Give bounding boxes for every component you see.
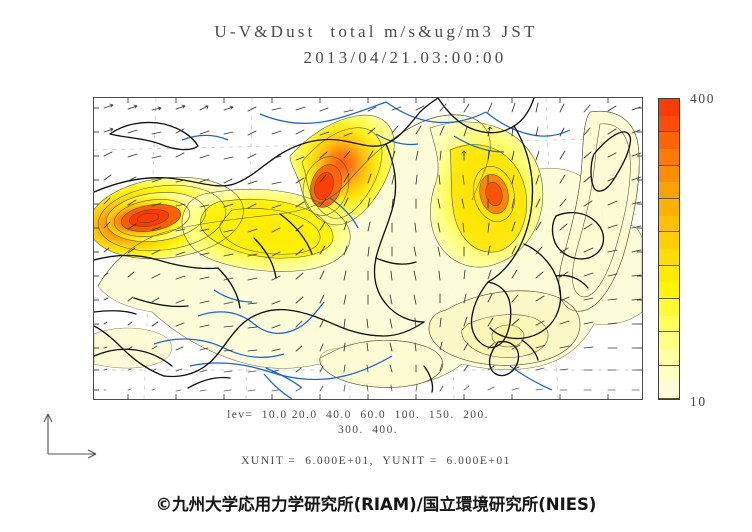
colorbar-band [659, 115, 679, 133]
colorbar-band [659, 148, 679, 166]
colorbar [658, 98, 680, 400]
contour-levels-line2: 300. 400. [338, 424, 398, 436]
colorbar-band [659, 315, 679, 333]
contour-levels-line1: lev= 10.0 20.0 40.0 60.0 100. 150. 200. [227, 409, 489, 421]
axis-units-line: XUNIT = 6.000E+01, YUNIT = 6.000E+01 [241, 455, 511, 467]
colorbar-max-label: 400 [690, 91, 716, 106]
colorbar-band [659, 99, 679, 116]
colorbar-band [659, 282, 679, 299]
colorbar-band [659, 198, 679, 216]
chart-datetime: 2013/04/21.03:00:00 [303, 48, 507, 67]
colorbar-band [659, 265, 679, 283]
chart-title: U-V&Dust total m/s&ug/m3 JST [214, 22, 538, 41]
colorbar-band [659, 298, 679, 316]
colorbar-band [659, 132, 679, 149]
copyright-credit: ©九州大学応用力学研究所(RIAM)/国立環境研究所(NIES) [155, 495, 597, 514]
colorbar-min-label: 10 [690, 394, 707, 409]
map-plot-svg [94, 98, 642, 399]
colorbar-band [659, 348, 679, 366]
chart-title-block: U-V&Dust total m/s&ug/m3 JST 2013/04/21.… [0, 22, 752, 68]
colorbar-band [659, 365, 679, 383]
colorbar-band [659, 248, 679, 266]
map-plot-area [93, 97, 643, 400]
vector-scale-icon [43, 413, 97, 459]
colorbar-band [659, 165, 679, 183]
colorbar-band [659, 382, 679, 399]
colorbar-band [659, 232, 679, 249]
colorbar-band [659, 332, 679, 349]
colorbar-band [659, 182, 679, 199]
colorbar-band [659, 215, 679, 233]
vector-scale-key [38, 402, 116, 460]
